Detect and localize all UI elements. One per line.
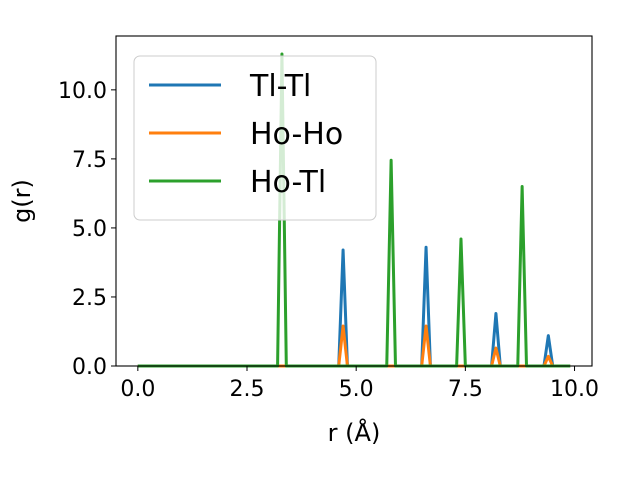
legend-label-2: Ho-Ho [250,117,343,152]
y-tick-label: 7.5 [72,148,107,173]
x-axis-label: r (Å) [328,418,381,447]
x-tick-label: 2.5 [230,377,265,402]
plot-frame [115,35,593,367]
y-tick-label: 2.5 [72,286,107,311]
y-axis-label: g(r) [8,179,36,223]
y-tick-label: 5.0 [72,217,107,242]
x-tick-label: 0.0 [120,377,155,402]
y-axis-ticks: 0.0 2.5 5.0 7.5 10.0 [58,79,116,380]
legend-label-3: Ho-Tl [250,165,326,200]
y-tick-label: 0.0 [72,355,107,380]
x-tick-label: 10.0 [550,377,599,402]
y-tick-label: 10.0 [58,79,107,104]
legend: Tl-Tl Ho-Ho Ho-Tl [133,55,377,221]
legend-box [133,55,377,221]
x-axis-ticks: 0.0 2.5 5.0 7.5 10.0 [120,366,599,402]
x-tick-label: 7.5 [448,377,483,402]
x-tick-label: 5.0 [339,377,374,402]
legend-label-1: Tl-Tl [249,69,311,104]
